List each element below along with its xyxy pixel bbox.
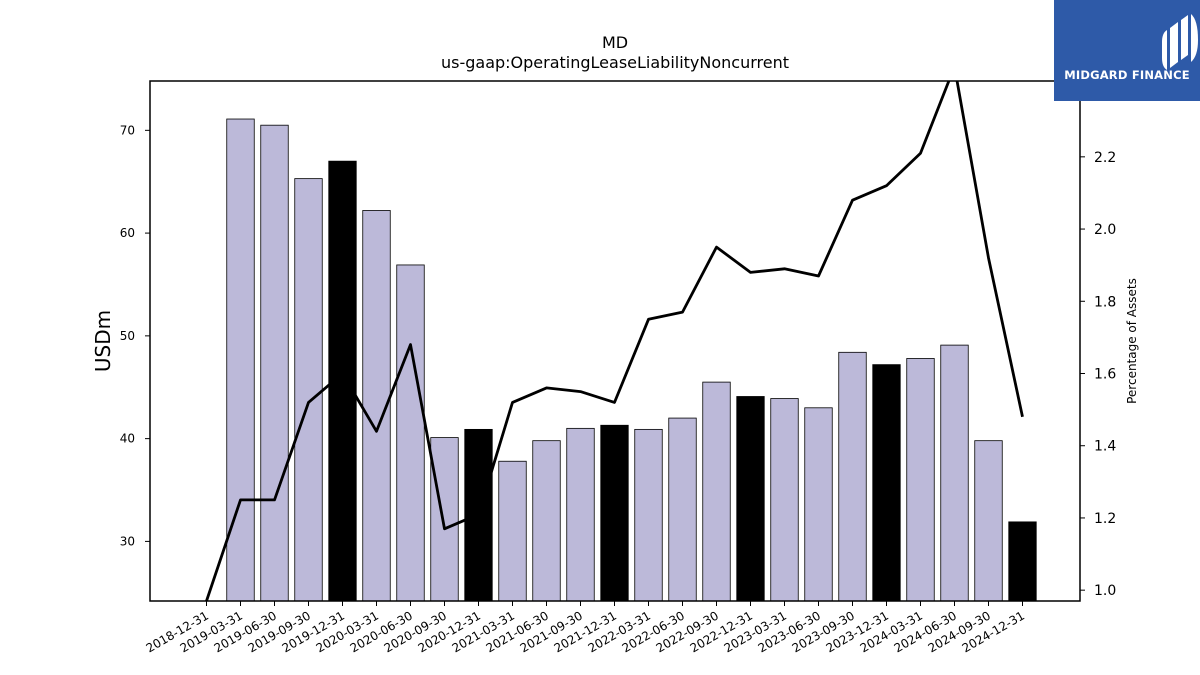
y-axis-label: USDm [91, 310, 115, 372]
bar [430, 437, 459, 602]
bar [872, 364, 901, 602]
y2-axis-label: Percentage of Assets [1125, 278, 1139, 404]
y2-tick-label: 1.4 [1094, 439, 1116, 455]
bar [736, 396, 765, 602]
bar [940, 344, 969, 602]
bar [804, 407, 833, 602]
bar [600, 424, 629, 602]
bar [702, 381, 731, 602]
bar [906, 358, 935, 602]
y-tick-label: 50 [120, 329, 135, 343]
bar [634, 428, 663, 602]
bar [260, 124, 289, 602]
y-tick-label: 60 [120, 226, 135, 240]
bar [226, 118, 255, 602]
y-tick-label: 70 [120, 123, 135, 137]
bar [770, 398, 799, 602]
bar [1008, 521, 1037, 602]
y-tick-label: 30 [120, 534, 135, 548]
logo-mark-icon [1162, 14, 1198, 70]
bar [532, 440, 561, 602]
bar [498, 460, 527, 602]
bar [396, 264, 425, 602]
plot-area: 30405060701.01.21.41.61.82.02.22018-12-3… [120, 80, 1116, 655]
logo: MIDGARD FINANCE [1054, 0, 1200, 101]
chart-subtitle: us-gaap:OperatingLeaseLiabilityNoncurren… [441, 53, 789, 72]
y2-tick-label: 1.8 [1094, 294, 1116, 310]
bar [294, 178, 323, 602]
bar [838, 351, 867, 602]
bar [974, 440, 1003, 602]
y2-tick-label: 1.2 [1094, 511, 1116, 527]
bar [566, 427, 595, 602]
y2-tick-label: 2.2 [1094, 150, 1116, 166]
y2-tick-label: 1.0 [1094, 583, 1116, 599]
chart-title: MD [602, 33, 628, 52]
logo-text: MIDGARD FINANCE [1064, 68, 1190, 82]
y2-tick-label: 1.6 [1094, 367, 1116, 383]
percentage-line [205, 81, 1024, 601]
bar [668, 417, 697, 602]
y-tick-label: 40 [120, 432, 135, 446]
y2-tick-label: 2.0 [1094, 222, 1116, 238]
